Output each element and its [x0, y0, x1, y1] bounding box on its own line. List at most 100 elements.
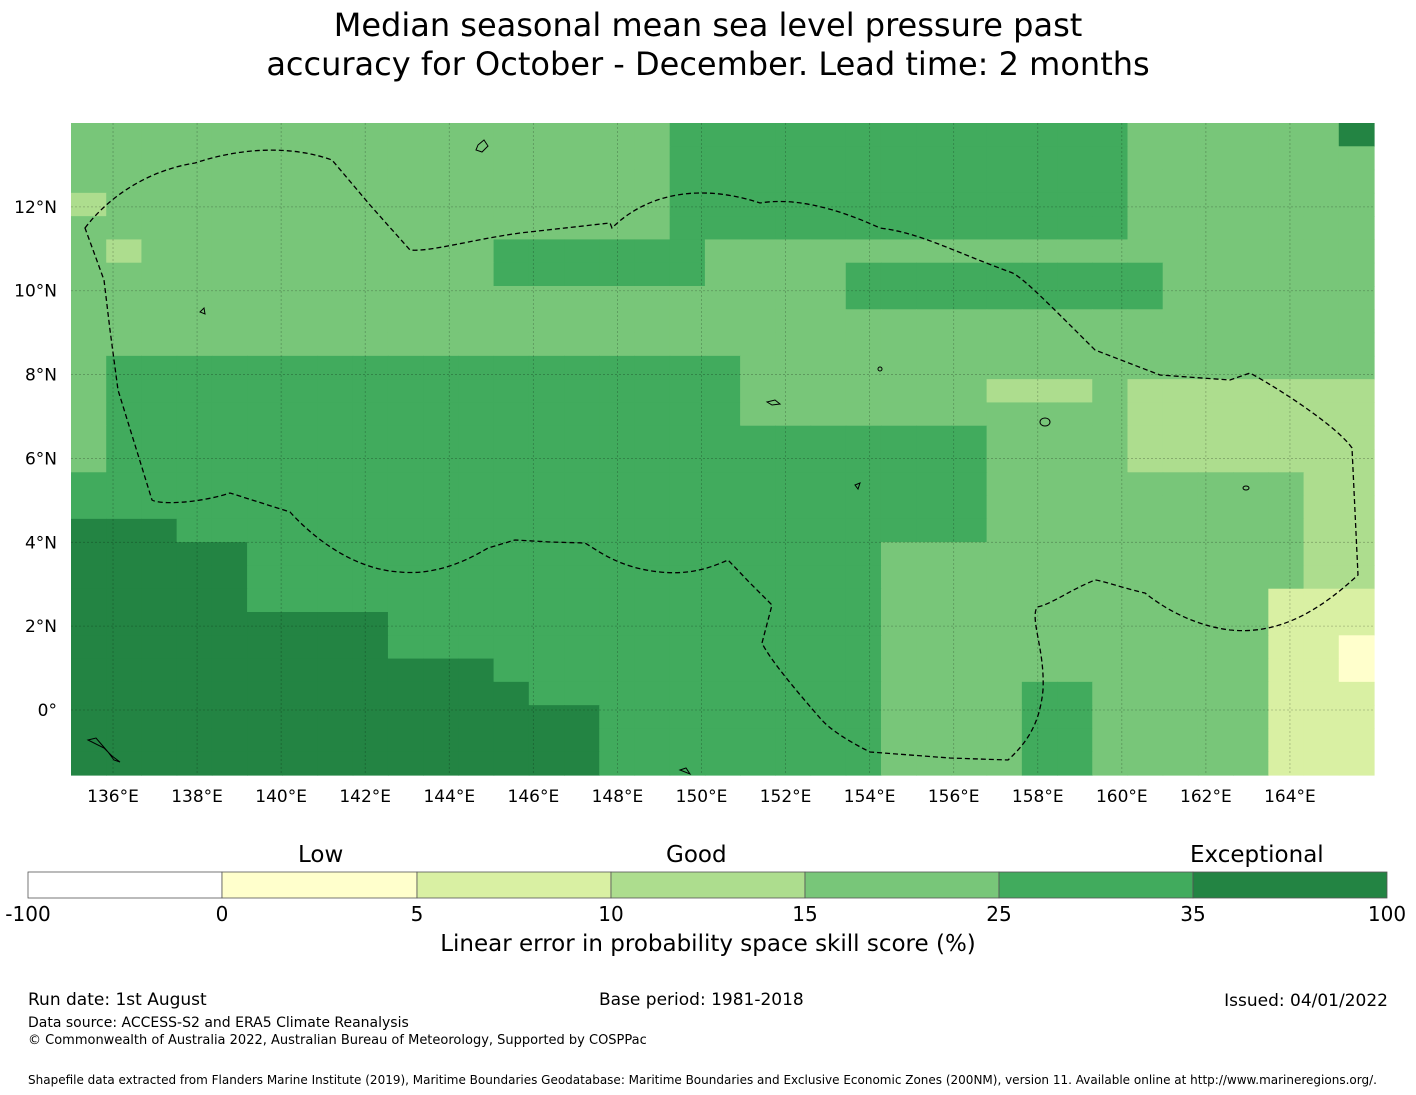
- grid-cell: [1338, 472, 1375, 497]
- grid-cell: [1197, 286, 1234, 310]
- colorbar-swatch: [221, 871, 418, 899]
- grid-cell: [1338, 286, 1375, 310]
- grid-cell: [493, 146, 530, 171]
- grid-cell: [387, 379, 424, 404]
- grid-cell: [845, 588, 882, 613]
- grid-cell: [880, 239, 917, 264]
- grid-cell: [880, 286, 917, 310]
- grid-cell: [1338, 565, 1375, 590]
- grid-cell: [634, 379, 671, 404]
- grid-cell: [106, 286, 143, 310]
- grid-cell: [916, 588, 953, 613]
- grid-cell: [493, 751, 530, 776]
- grid-cell: [141, 332, 178, 357]
- grid-cell: [106, 402, 143, 427]
- grid-cell: [775, 565, 812, 590]
- grid-cell: [740, 123, 776, 147]
- grid-cell: [106, 728, 143, 753]
- grid-cell: [1233, 658, 1269, 683]
- grid-cell: [317, 216, 354, 241]
- grid-cell: [1092, 495, 1129, 520]
- grid-cell: [740, 239, 776, 264]
- lon-label: 144°E: [423, 787, 475, 807]
- grid-cell: [282, 192, 319, 217]
- grid-cell: [1197, 449, 1234, 473]
- grid-cell: [1303, 635, 1340, 660]
- grid-cell: [211, 472, 248, 497]
- grid-cell: [141, 192, 178, 217]
- grid-cell: [704, 239, 741, 264]
- grid-cell: [1092, 705, 1129, 730]
- grid-cell: [740, 216, 776, 241]
- grid-cell: [387, 169, 424, 194]
- grid-cell: [1268, 542, 1305, 567]
- guam-island: [475, 139, 489, 153]
- grid-cell: [1303, 658, 1340, 683]
- grid-cell: [810, 612, 847, 636]
- grid-cell: [247, 705, 283, 730]
- tick-0: 0: [215, 902, 229, 926]
- grid-cell: [951, 379, 988, 404]
- grid-cell: [1057, 565, 1093, 590]
- grid-cell: [282, 146, 319, 171]
- grid-cell: [810, 123, 847, 147]
- grid-cell: [775, 425, 812, 450]
- grid-cell: [810, 705, 847, 730]
- grid-cell: [1338, 379, 1375, 404]
- lon-label: 156°E: [928, 787, 980, 807]
- grid-cell: [669, 635, 706, 660]
- grid-cell: [423, 472, 459, 497]
- grid-cell: [1197, 309, 1234, 334]
- grid-cell: [317, 472, 354, 497]
- grid-cell: [634, 705, 671, 730]
- category-exceptional: Exceptional: [1190, 842, 1324, 868]
- grid-cell: [106, 612, 143, 636]
- grid-cell: [986, 681, 1023, 706]
- grid-cell: [916, 518, 953, 543]
- grid-cell: [1197, 681, 1234, 706]
- grid-cell: [951, 309, 988, 334]
- grid-cell: [387, 658, 424, 683]
- grid-cell: [810, 309, 847, 334]
- grid-cell: [880, 262, 917, 287]
- grid-cell: [880, 751, 917, 776]
- grid-cell: [951, 216, 988, 241]
- grid-cell: [564, 705, 600, 730]
- grid-cell: [458, 192, 495, 217]
- grid-cell: [141, 286, 178, 310]
- grid-cell: [669, 728, 706, 753]
- grid-cell: [247, 262, 283, 287]
- grid-cell: [669, 332, 706, 357]
- grid-cell: [1127, 262, 1164, 287]
- grid-cell: [845, 681, 882, 706]
- grid-cell: [845, 146, 882, 171]
- grid-cell: [810, 146, 847, 171]
- grid-cell: [282, 449, 319, 473]
- grid-cell: [317, 146, 354, 171]
- grid-cell: [106, 192, 143, 217]
- grid-cell: [176, 239, 213, 264]
- grid-cell: [599, 192, 636, 217]
- grid-cell: [458, 612, 495, 636]
- grid-cell: [528, 449, 565, 473]
- grid-cell: [599, 262, 636, 287]
- grid-cell: [211, 192, 248, 217]
- grid-cell: [1162, 705, 1199, 730]
- grid-cell: [387, 449, 424, 473]
- grid-cell: [1162, 169, 1199, 194]
- grid-cell: [423, 658, 459, 683]
- grid-cell: [775, 355, 812, 380]
- grid-cell: [634, 542, 671, 567]
- grid-cell: [704, 449, 741, 473]
- grid-cell: [493, 588, 530, 613]
- grid-cell: [528, 658, 565, 683]
- grid-cell: [564, 728, 600, 753]
- grid-cell: [1021, 425, 1058, 450]
- grid-cell: [1338, 728, 1375, 753]
- grid-cell: [880, 495, 917, 520]
- grid-cell: [317, 658, 354, 683]
- grid-cell: [71, 309, 107, 334]
- grid-cell: [1303, 402, 1340, 427]
- grid-cell: [916, 309, 953, 334]
- grid-cell: [247, 658, 283, 683]
